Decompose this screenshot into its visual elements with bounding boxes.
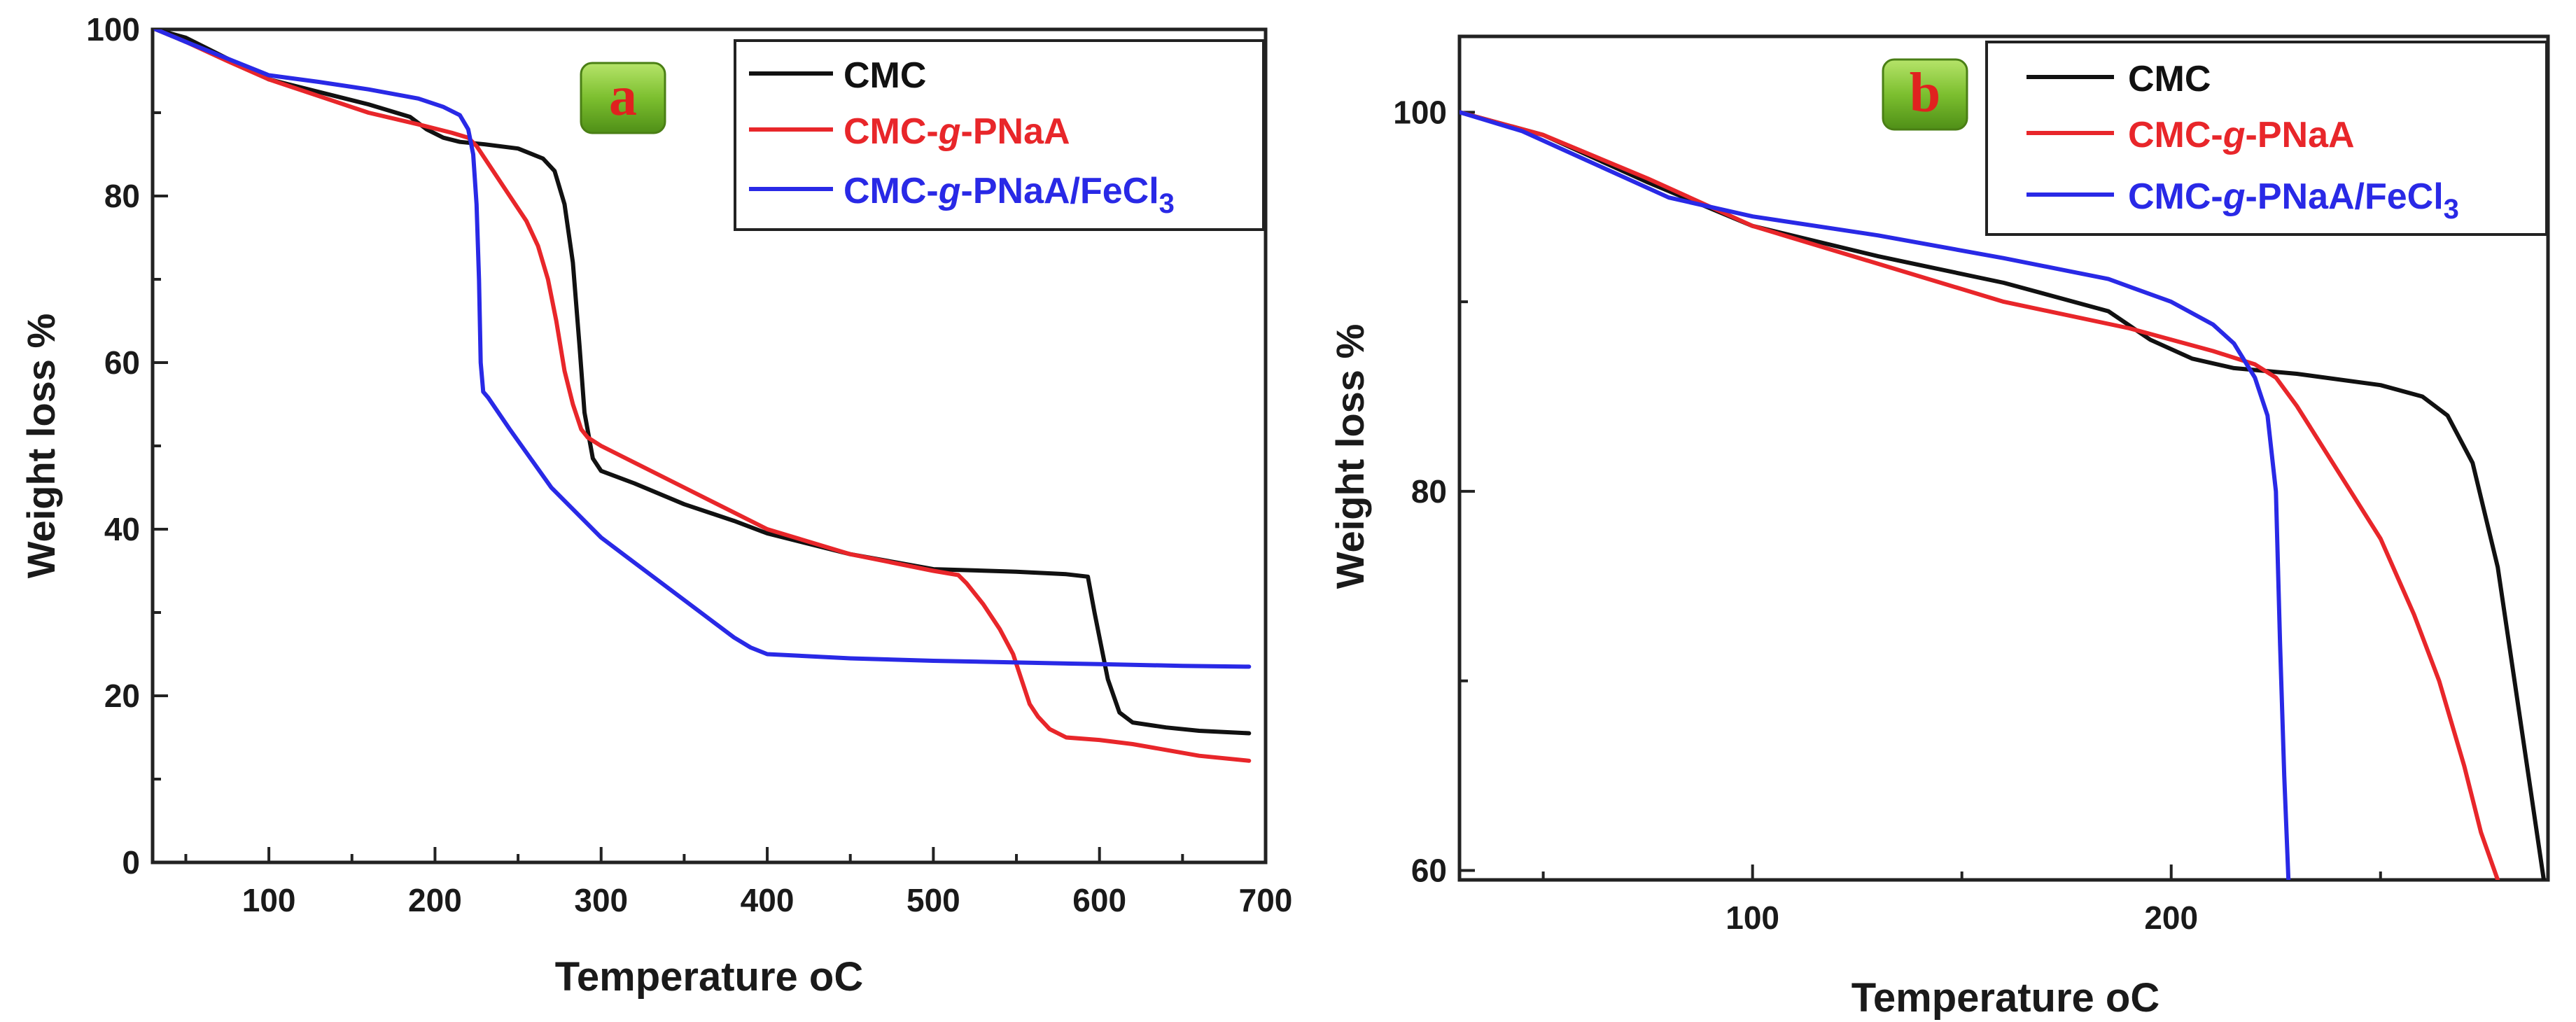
panel-a-legend-pnaa-prefix: CMC- [844,111,939,152]
series-line-cmc-g-pnaa [1460,110,2500,880]
panel-b-badge-letter: b [1910,62,1941,124]
y-tick-label: 80 [1411,473,1447,510]
panel-a-y-axis-title: Weight loss % [19,314,63,579]
panel-a-legend-fecl3-g: g [938,171,961,211]
panel-a-legend-cmc: CMC [844,55,926,96]
panel-b-legend-fecl3-sub: 3 [2444,194,2459,225]
x-tick-label: 300 [574,882,628,918]
panel-b-ticks: 100 200 60 80 100 [1393,94,2382,936]
panel-a-series [153,29,1252,763]
series-line-cmc-g-pnaa-fecl3 [153,29,1252,669]
panel-a-badge-letter: a [609,66,637,127]
panel-b-legend-pnaa: CMC-g-PNaA [2128,115,2355,155]
x-tick-label: 400 [741,882,794,918]
series-line-cmc [153,29,1252,736]
panel-b-badge-box [1882,58,1968,131]
panel-a-legend-pnaa-g: g [938,111,961,152]
panel-b-y-axis-title: Weight loss % [1328,324,1372,589]
series-line-cmc-g-pnaa-fecl3 [1460,110,2291,880]
x-tick-label: 500 [906,882,960,918]
panel-a-x-axis-title-text: Temperature [555,954,798,1000]
panel-b-legend-cmc: CMC [2128,59,2211,99]
panel-b-legend-fecl3-mid: -PNaA/FeCl [2246,176,2444,217]
panel-a: 100 200 300 400 500 600 700 0 20 40 60 80 100 Weight… [19,11,1292,1000]
panel-b-series [1460,110,2546,880]
panel-a-legend: CMC CMC-g-PNaA CMC-g-PNaA/FeCl3 [734,39,1265,231]
panel-a-legend-pnaa-suffix: -PNaA [961,111,1070,152]
panel-b-legend-pnaa-suffix: -PNaA [2246,115,2355,155]
panel-a-badge-box [580,62,666,134]
y-tick-label: 80 [104,178,140,214]
panel-b-x-axis-unit: oC [2106,975,2160,1021]
x-tick-label: 200 [408,882,462,918]
panel-b-legend-pnaa-g: g [2222,115,2246,155]
panel-b-legend-fecl3-prefix: CMC- [2128,176,2223,217]
panel-a-x-axis-unit: oC [809,954,863,1000]
y-tick-label: 0 [122,844,140,881]
panel-b: 100 200 60 80 100 Weight loss % Temperature … [1328,34,2550,1021]
x-tick-label: 200 [2144,899,2198,936]
panel-b-badge: b [1882,58,1968,131]
panel-a-legend-fecl3: CMC-g-PNaA/FeCl3 [844,171,1175,219]
panel-a-legend-pnaa: CMC-g-PNaA [844,111,1070,152]
panel-b-legend-fecl3: CMC-g-PNaA/FeCl3 [2128,176,2459,225]
panel-a-badge: a [580,62,666,134]
panel-b-legend: CMC CMC-g-PNaA CMC-g-PNaA/FeCl3 [1985,41,2548,236]
panel-a-legend-fecl3-sub: 3 [1159,188,1175,219]
panel-b-legend-fecl3-g: g [2222,176,2246,217]
panel-b-legend-pnaa-prefix: CMC- [2128,115,2223,155]
panel-a-ticks: 100 200 300 400 500 600 700 0 20 40 60 80 100 [86,11,1292,918]
panel-b-x-axis-title: Temperature oC [1851,975,2160,1021]
x-tick-label: 700 [1239,882,1293,918]
y-tick-label: 60 [104,344,140,381]
x-tick-label: 100 [1726,899,1779,936]
panel-b-plot-frame [1457,34,2550,882]
y-tick-label: 40 [104,511,140,547]
y-tick-label: 60 [1411,852,1447,888]
panel-b-x-axis-title-text: Temperature [1851,975,2094,1021]
panel-b-legend-box [1985,41,2548,236]
series-line-cmc-g-pnaa [153,29,1252,763]
y-tick-label: 20 [104,678,140,714]
x-tick-label: 100 [242,882,296,918]
y-tick-label: 100 [1393,94,1447,130]
panel-a-x-axis-title: Temperature oC [555,954,864,1000]
panel-a-legend-fecl3-mid: -PNaA/FeCl [961,171,1159,211]
x-tick-label: 600 [1072,882,1126,918]
y-tick-label: 100 [86,11,140,48]
panel-a-legend-fecl3-prefix: CMC- [844,171,939,211]
